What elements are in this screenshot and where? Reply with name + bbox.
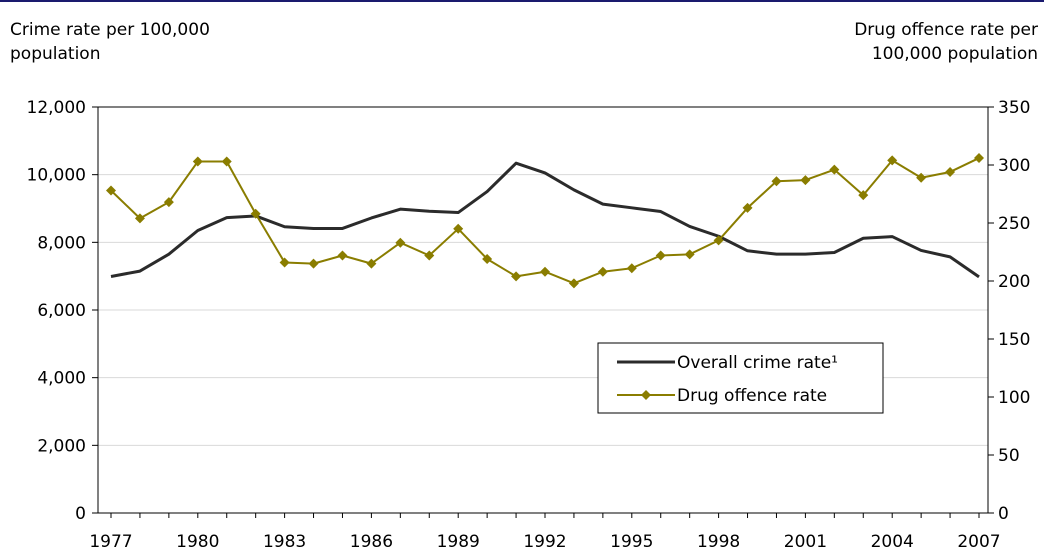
x-tick-label: 1977 [89,532,132,552]
drug-offence-point [974,153,984,164]
drug-offence-point [916,172,927,183]
drug-offence-point [829,164,840,175]
x-tick-label: 2001 [784,532,827,552]
drug-offence-point [945,166,956,177]
y-left-tick-label: 12,000 [27,98,86,118]
drug-offence-point [626,263,637,274]
y-left-tick-label: 0 [75,504,86,524]
x-tick-label: 2004 [871,532,914,552]
x-tick-label: 1980 [176,532,219,552]
drug-offence-point [713,235,724,246]
y-axis-right: 0 50 100 150 200 250 300 350 [988,98,1030,524]
y-right-tick-label: 50 [998,446,1020,466]
x-tick-label: 1983 [263,532,306,552]
overall-crime-line [110,161,980,279]
x-tick-label: 1986 [350,532,393,552]
y-right-tick-label: 350 [998,98,1030,118]
drug-offence-point [858,190,869,201]
top-rule [0,0,1044,2]
legend-marker-drug-offence [641,390,651,400]
legend-box [597,342,884,414]
drug-offence-point [568,278,579,289]
x-tick-label: 1995 [610,532,653,552]
drug-offence-point [192,156,203,167]
drug-offence-point [424,250,435,261]
drug-offence-point [337,250,348,261]
drug-offence-point [887,155,898,166]
y-axis-left-title: Crime rate per 100,000 population [10,20,210,64]
legend-label-overall-crime: Overall crime rate¹ [677,353,838,373]
drug-offence-point [250,208,261,219]
x-tick-label: 1989 [437,532,480,552]
legend: Overall crime rate¹ Drug offence rate [597,342,884,414]
y-right-tick-label: 100 [998,388,1030,408]
series-layer [106,153,984,289]
x-tick-label: 1992 [523,532,566,552]
y-axis-right-title: Drug offence rate per 100,000 population [854,20,1038,64]
drug-offence-point [134,213,145,224]
y-right-tick-label: 0 [998,504,1009,524]
drug-offence-line [110,157,980,285]
drug-offence-point [511,271,522,282]
legend-label-drug-offence: Drug offence rate [677,386,827,406]
y-right-tick-label: 150 [998,330,1030,350]
y-left-tick-label: 6,000 [37,301,86,321]
drug-offence-point [106,185,116,196]
drug-offence-point [308,258,319,269]
drug-offence-point [684,249,695,260]
y-left-tick-label: 8,000 [37,233,86,253]
drug-offence-point [395,237,406,248]
drug-offence-point [771,176,782,187]
y-right-tick-label: 250 [998,214,1030,234]
drug-offence-point [597,266,608,277]
y-left-tick-label: 2,000 [37,436,86,456]
drug-offence-point [742,202,753,213]
y-axis-left: 0 2,000 4,000 6,000 8,000 10,000 12,000 [27,98,98,524]
x-tick-label: 2007 [957,532,1000,552]
drug-offence-point [163,197,174,208]
drug-offence-point [221,156,232,167]
drug-offence-point [279,257,290,268]
drug-offence-point [655,250,666,261]
drug-offence-point [482,253,493,264]
y-left-tick-label: 4,000 [37,369,86,389]
drug-offence-point [800,175,811,186]
x-axis: 1977 1980 1983 1986 1989 1992 1995 1998 2001 2004… [89,513,1001,552]
drug-offence-point [366,258,377,269]
x-tick-label: 1998 [697,532,740,552]
y-left-tick-label: 10,000 [27,166,86,186]
drug-offence-point [453,223,464,234]
y-right-tick-label: 300 [998,156,1030,176]
y-right-tick-label: 200 [998,272,1030,292]
drug-offence-point [540,266,550,277]
